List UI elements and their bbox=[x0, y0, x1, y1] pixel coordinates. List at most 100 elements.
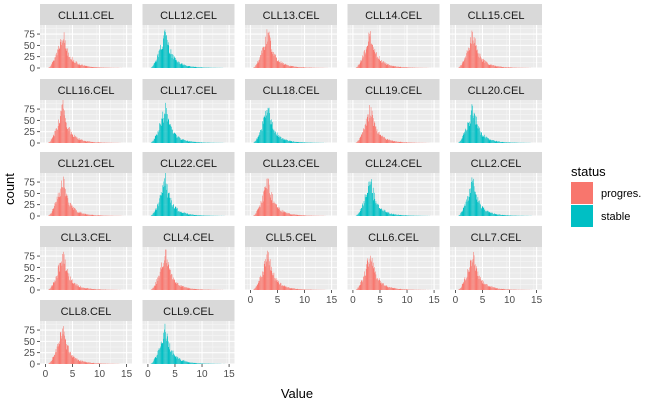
histogram-bar bbox=[155, 60, 157, 68]
histogram-bar bbox=[356, 289, 358, 290]
histogram-bar bbox=[472, 40, 474, 68]
histogram-bar bbox=[275, 278, 276, 290]
histogram-bar bbox=[468, 270, 469, 290]
histogram-bar bbox=[511, 67, 512, 68]
histogram-bar bbox=[356, 214, 358, 216]
histogram-bar bbox=[485, 211, 486, 216]
histogram-bar bbox=[260, 275, 261, 290]
histogram-bar bbox=[81, 287, 83, 290]
histogram-bar bbox=[397, 214, 399, 216]
histogram-bar bbox=[80, 213, 82, 216]
histogram-bar bbox=[273, 203, 274, 216]
histogram-bar bbox=[91, 363, 93, 364]
histogram-bar bbox=[382, 61, 383, 68]
histogram-bar bbox=[257, 137, 258, 143]
histogram-bar bbox=[255, 213, 256, 216]
histogram-bar bbox=[393, 141, 395, 143]
histogram-bar bbox=[158, 350, 159, 364]
histogram-bar bbox=[258, 280, 260, 290]
histogram-bar bbox=[156, 283, 157, 290]
histogram-bar bbox=[461, 138, 463, 143]
histogram-bar bbox=[161, 193, 163, 216]
x-tick-label: 0 bbox=[350, 295, 356, 306]
histogram-bar bbox=[498, 66, 500, 68]
histogram-bar bbox=[188, 214, 190, 216]
facet-panel: CLL4.CEL bbox=[142, 226, 235, 291]
histogram-bar bbox=[101, 67, 102, 68]
histogram-bar bbox=[62, 187, 63, 216]
histogram-bar bbox=[272, 128, 274, 143]
histogram-bar bbox=[395, 288, 397, 290]
histogram-bar bbox=[506, 289, 507, 290]
histogram-bar bbox=[405, 142, 407, 143]
histogram-bar bbox=[394, 66, 396, 68]
histogram-bar bbox=[261, 129, 262, 143]
histogram-bar bbox=[165, 249, 167, 290]
histogram-bar bbox=[172, 206, 173, 216]
facet-strip-label: CLL20.CEL bbox=[468, 85, 525, 97]
histogram-bar bbox=[295, 288, 296, 290]
histogram-bar bbox=[163, 38, 164, 68]
histogram-bar bbox=[160, 269, 162, 290]
histogram-bar bbox=[92, 289, 94, 290]
histogram-bar bbox=[370, 31, 371, 68]
histogram-bar bbox=[158, 57, 159, 68]
histogram-bar bbox=[397, 288, 399, 290]
histogram-bar bbox=[270, 51, 272, 68]
histogram-bar bbox=[266, 115, 267, 143]
histogram-bar bbox=[183, 287, 185, 290]
histogram-bar bbox=[263, 263, 265, 290]
histogram-bar bbox=[280, 210, 281, 216]
histogram-bar bbox=[479, 53, 481, 68]
histogram-bar bbox=[468, 271, 470, 290]
histogram-bar bbox=[462, 207, 464, 216]
histogram-bar bbox=[79, 65, 81, 68]
histogram-bar bbox=[490, 64, 491, 68]
histogram-bar bbox=[467, 196, 469, 216]
histogram-bar bbox=[160, 195, 161, 216]
histogram-bars bbox=[48, 176, 124, 216]
histogram-bar bbox=[259, 59, 260, 68]
histogram-bar bbox=[90, 215, 91, 216]
histogram-bar bbox=[100, 142, 102, 143]
histogram-bar bbox=[186, 140, 188, 143]
histogram-bar bbox=[274, 132, 275, 143]
histogram-bar bbox=[283, 211, 285, 216]
histogram-bar bbox=[94, 66, 96, 68]
histogram-bar bbox=[165, 249, 166, 290]
histogram-bar bbox=[61, 104, 63, 143]
histogram-bar bbox=[179, 285, 181, 290]
histogram-bar bbox=[483, 58, 484, 68]
histogram-bar bbox=[60, 262, 62, 290]
histogram-bar bbox=[498, 214, 500, 216]
histogram-bar bbox=[287, 213, 288, 216]
histogram-bar bbox=[495, 288, 496, 290]
histogram-bar bbox=[369, 33, 370, 68]
histogram-bar bbox=[490, 212, 492, 216]
histogram-bar bbox=[81, 213, 83, 216]
histogram-bar bbox=[183, 139, 185, 143]
histogram-bar bbox=[501, 214, 503, 216]
histogram-bar bbox=[493, 214, 494, 216]
histogram-bar bbox=[261, 50, 262, 68]
histogram-bar bbox=[196, 289, 197, 290]
histogram-bar bbox=[387, 286, 388, 290]
histogram-bar bbox=[267, 250, 268, 290]
histogram-bar bbox=[366, 125, 367, 143]
histogram-bar bbox=[480, 208, 482, 216]
histogram-bar bbox=[58, 122, 60, 143]
histogram-bar bbox=[75, 357, 76, 364]
histogram-bar bbox=[91, 141, 93, 143]
histogram-bar bbox=[173, 208, 175, 216]
histogram-bar bbox=[472, 32, 473, 68]
histogram-bar bbox=[85, 65, 86, 68]
facet-strip bbox=[245, 226, 337, 247]
histogram-bar bbox=[506, 67, 507, 68]
histogram-bar bbox=[267, 189, 268, 216]
histogram-bar bbox=[171, 350, 172, 364]
histogram-bar bbox=[57, 266, 59, 290]
histogram-bar bbox=[93, 362, 94, 364]
histogram-bar bbox=[95, 215, 97, 216]
histogram-bar bbox=[375, 54, 376, 68]
histogram-bar bbox=[473, 186, 475, 216]
